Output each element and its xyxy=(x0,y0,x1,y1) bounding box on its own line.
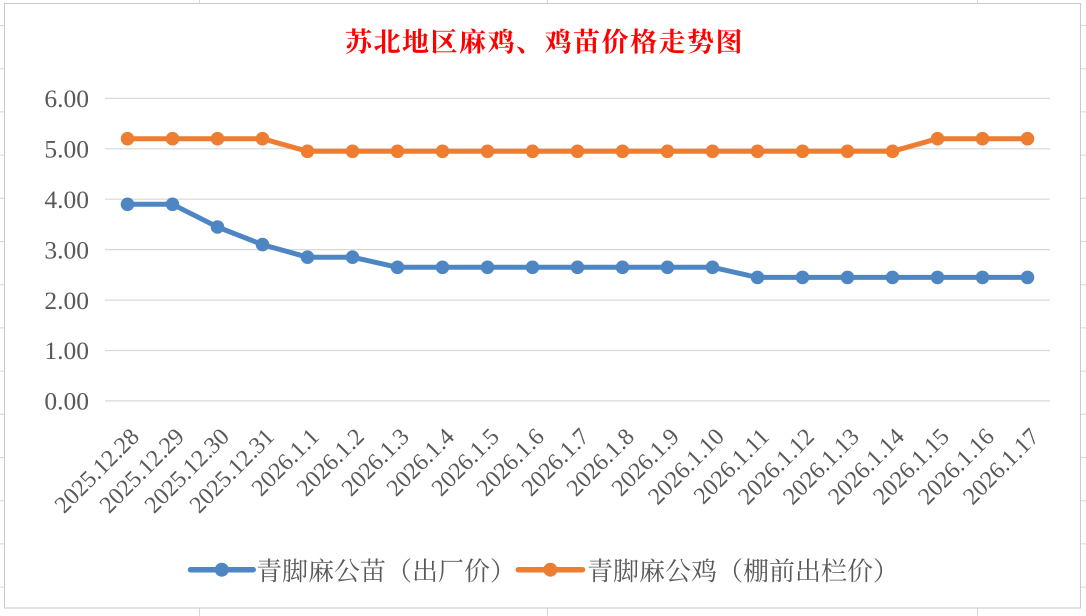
svg-text:0.00: 0.00 xyxy=(44,387,89,416)
svg-text:3.00: 3.00 xyxy=(44,235,89,264)
svg-text:4.00: 4.00 xyxy=(44,185,89,214)
svg-text:5.00: 5.00 xyxy=(44,135,89,164)
svg-text:6.00: 6.00 xyxy=(44,84,89,113)
svg-text:1.00: 1.00 xyxy=(44,336,89,365)
svg-text:2.00: 2.00 xyxy=(44,286,89,315)
